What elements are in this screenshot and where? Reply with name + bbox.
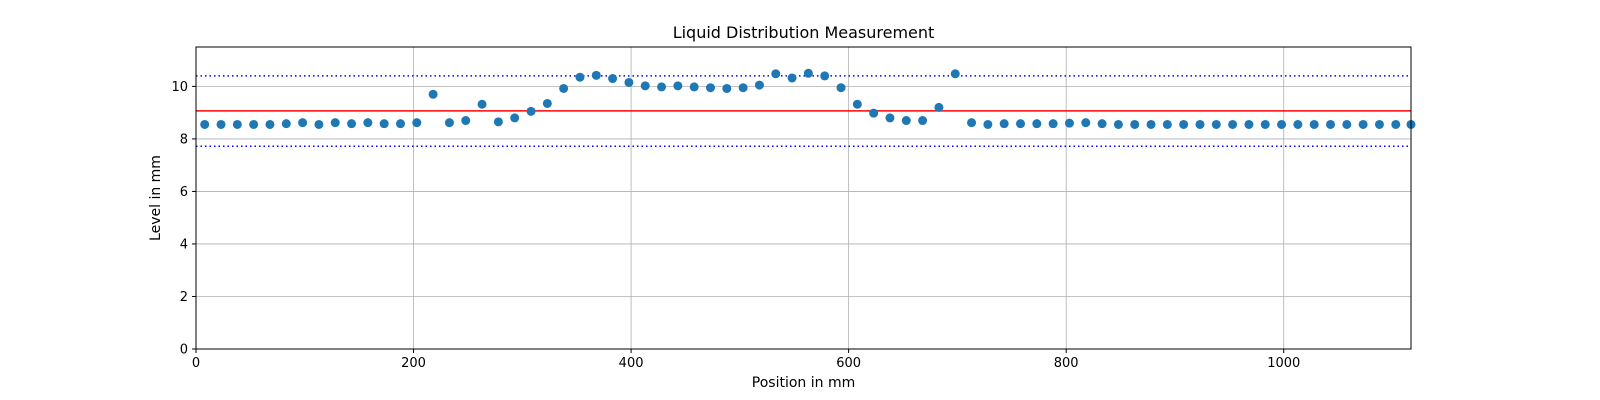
- reference-lines: [196, 75, 1411, 148]
- data-point: [395, 119, 405, 129]
- data-point: [771, 69, 781, 79]
- data-point: [820, 71, 830, 81]
- data-point: [363, 118, 373, 128]
- data-point: [836, 83, 846, 93]
- data-point: [330, 118, 340, 128]
- axis-ticks: 0 200 400 600 800 1000 0 2 4 6 8 10: [171, 80, 1300, 371]
- x-axis-label: Position in mm: [752, 375, 855, 391]
- data-point: [722, 83, 732, 93]
- data-point: [705, 83, 715, 93]
- data-point: [1277, 119, 1287, 129]
- y-tick-label: 10: [171, 80, 188, 95]
- chart-title: Liquid Distribution Measurement: [673, 23, 935, 42]
- data-point: [787, 73, 797, 83]
- y-tick-label: 2: [180, 290, 188, 305]
- data-point: [1293, 119, 1303, 129]
- data-point: [412, 118, 422, 128]
- x-tick-label: 400: [619, 356, 644, 371]
- data-point: [232, 119, 242, 129]
- data-point: [510, 113, 520, 123]
- data-point: [1260, 119, 1270, 129]
- data-point: [200, 119, 210, 129]
- x-tick-label: 0: [192, 356, 200, 371]
- data-point: [1032, 119, 1042, 129]
- data-point: [591, 70, 601, 80]
- y-tick-label: 4: [180, 237, 188, 252]
- data-point: [1195, 119, 1205, 129]
- data-point: [1130, 119, 1140, 129]
- data-point: [1048, 119, 1058, 129]
- y-tick-label: 6: [180, 185, 188, 200]
- data-point: [575, 72, 585, 82]
- data-point: [249, 119, 259, 129]
- data-point: [1113, 119, 1123, 129]
- data-point: [869, 108, 879, 118]
- data-point: [461, 116, 471, 126]
- data-point: [934, 102, 944, 112]
- y-tick-label: 0: [180, 343, 188, 358]
- data-point: [1309, 119, 1319, 129]
- data-point: [689, 82, 699, 92]
- data-point: [1081, 118, 1091, 128]
- data-point: [559, 83, 569, 93]
- x-tick-label: 200: [401, 356, 426, 371]
- plot-frame: [195, 46, 1412, 350]
- data-point: [477, 99, 487, 109]
- x-tick-label: 800: [1054, 356, 1079, 371]
- data-point: [1211, 119, 1221, 129]
- data-point: [1179, 119, 1189, 129]
- data-point: [281, 119, 291, 129]
- data-point: [885, 113, 895, 123]
- data-point: [1391, 119, 1401, 129]
- data-point: [444, 118, 454, 128]
- data-point: [1162, 119, 1172, 129]
- data-point: [901, 116, 911, 126]
- data-point: [1374, 119, 1384, 129]
- data-point: [314, 119, 324, 129]
- data-point: [347, 119, 357, 129]
- data-point: [1358, 119, 1368, 129]
- data-point: [754, 80, 764, 90]
- data-point: [216, 119, 226, 129]
- data-point: [1326, 119, 1336, 129]
- data-point: [983, 119, 993, 129]
- data-point: [657, 82, 667, 92]
- y-axis-label: Level in mm: [148, 155, 164, 241]
- data-point: [950, 69, 960, 79]
- data-point: [999, 119, 1009, 129]
- data-point: [493, 117, 503, 127]
- y-tick-label: 8: [180, 132, 188, 147]
- data-point: [265, 119, 275, 129]
- data-point: [428, 89, 438, 99]
- data-point: [852, 99, 862, 109]
- data-point: [640, 81, 650, 91]
- data-point: [624, 77, 634, 87]
- data-point: [673, 81, 683, 91]
- data-point: [379, 119, 389, 129]
- data-point: [542, 98, 552, 108]
- data-point: [803, 68, 813, 78]
- data-point: [608, 74, 618, 84]
- data-point: [738, 83, 748, 93]
- x-tick-label: 600: [836, 356, 861, 371]
- data-point: [1097, 119, 1107, 129]
- x-tick-label: 1000: [1267, 356, 1300, 371]
- data-point: [298, 118, 308, 128]
- data-point: [1064, 118, 1074, 128]
- data-point: [1244, 119, 1254, 129]
- data-points: [200, 68, 1416, 129]
- data-point: [1146, 119, 1156, 129]
- data-point: [1016, 119, 1026, 129]
- data-point: [918, 116, 928, 126]
- data-point: [1342, 119, 1352, 129]
- data-point: [967, 118, 977, 128]
- data-point: [526, 106, 536, 116]
- data-point: [1228, 119, 1238, 129]
